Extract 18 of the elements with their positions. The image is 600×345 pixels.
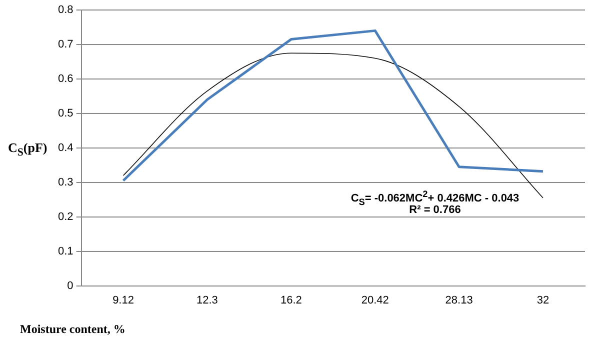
- annotation: R² = 0.766: [409, 204, 461, 216]
- y-tick-label: 0.4: [58, 142, 74, 154]
- y-tick-label: 0: [67, 280, 74, 292]
- y-axis-title: C$_{S}$(pF): [8, 140, 48, 159]
- y-tick-label: 0.5: [58, 107, 74, 120]
- x-axis-title: Moisture content, %: [20, 322, 126, 337]
- x-tick-label: 28.13: [445, 294, 473, 306]
- x-tick-label: 32: [536, 294, 550, 306]
- x-tick-label: 12.3: [196, 294, 218, 306]
- y-tick-label: 0.1: [58, 245, 74, 258]
- y-tick-label: 0.2: [58, 210, 74, 223]
- y-tick-label: 0.8: [58, 4, 74, 16]
- x-tick-label: 9.12: [112, 294, 134, 306]
- y-tick-label: 0.7: [58, 38, 74, 51]
- x-tick-label: 16.2: [280, 294, 302, 306]
- x-tick-label: 20.42: [361, 294, 389, 306]
- y-tick-label: 0.3: [58, 176, 74, 188]
- y-tick-label: 0.6: [58, 72, 74, 85]
